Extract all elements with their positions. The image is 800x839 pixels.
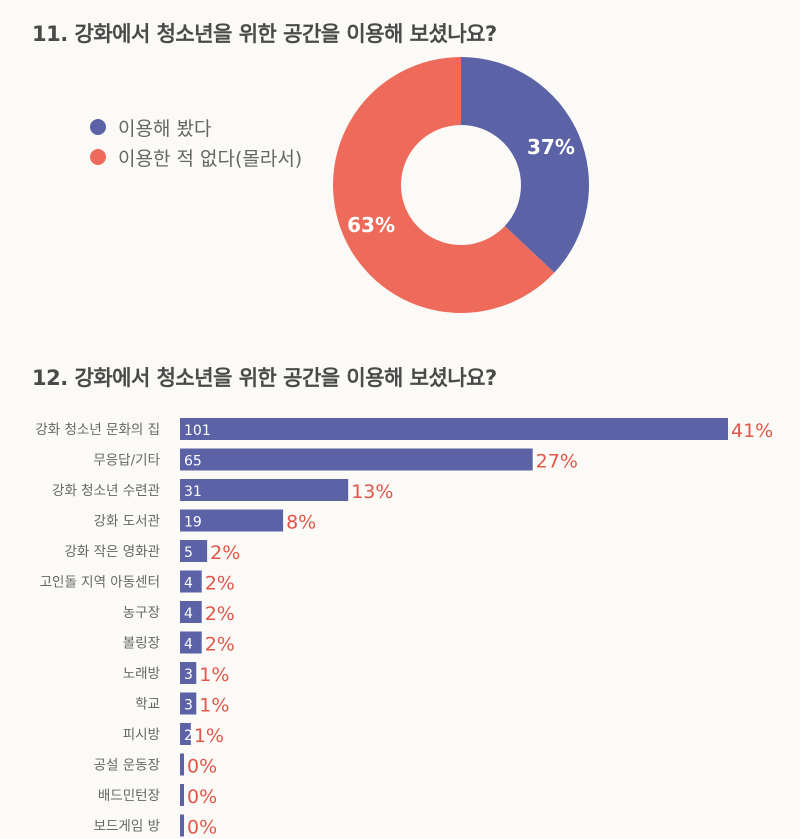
bar	[180, 784, 184, 806]
bar-value-label: 65	[184, 454, 202, 470]
pie-legend: 이용해 봤다 이용한 적 없다(몰라서)	[90, 112, 302, 172]
category-label: 피시방	[123, 727, 160, 743]
pie-slice	[461, 57, 589, 273]
bar-percent-label: 0%	[187, 756, 217, 778]
category-label: 강화 청소년 문화의 집	[35, 422, 160, 438]
bar-percent-label: 1%	[199, 695, 229, 717]
category-label: 보드게임 방	[94, 819, 160, 835]
category-label: 농구장	[123, 605, 160, 621]
bar	[180, 509, 284, 532]
bar	[180, 723, 191, 745]
bar-percent-label: 1%	[199, 664, 229, 686]
bar-percent-label: 0%	[187, 786, 217, 808]
bar-percent-label: 2%	[210, 542, 240, 564]
question-12-title: 12. 강화에서 청소년을 위한 공간을 이용해 보셨나요?	[32, 366, 497, 390]
bar	[180, 540, 208, 562]
bar-percent-label: 1%	[194, 725, 224, 747]
category-label: 고인돌 지역 아동센터	[40, 575, 160, 591]
bar-percent-label: 41%	[731, 420, 773, 442]
bar	[180, 662, 197, 684]
pie-slice-label: 63%	[347, 213, 395, 237]
bar	[180, 418, 728, 440]
legend-item-used: 이용해 봤다	[90, 112, 302, 142]
category-label: 공설 운동장	[94, 758, 160, 774]
bar-percent-label: 27%	[536, 451, 578, 473]
bar-value-label: 5	[184, 545, 193, 561]
category-label: 배드민턴장	[98, 788, 160, 804]
pie-slice-label: 37%	[527, 135, 575, 159]
bar	[180, 814, 184, 837]
legend-dot-red-icon	[90, 149, 106, 165]
category-label: 노래방	[123, 666, 160, 682]
category-label: 강화 작은 영화관	[64, 544, 160, 560]
bar-value-label: 3	[184, 698, 193, 714]
bar-value-label: 19	[184, 515, 202, 531]
legend-dot-blue-icon	[90, 119, 106, 135]
bar-value-label: 4	[184, 606, 193, 622]
legend-label: 이용한 적 없다(몰라서)	[118, 147, 303, 170]
bar-value-label: 3	[184, 667, 193, 683]
category-label: 학교	[135, 697, 160, 713]
bar-value-label: 31	[184, 484, 202, 500]
bar-percent-label: 13%	[351, 481, 393, 503]
bar	[180, 601, 202, 623]
category-label: 무응답/기타	[93, 453, 160, 469]
bar-value-label: 2	[184, 728, 193, 744]
bar	[180, 448, 533, 471]
pie-slice	[333, 57, 555, 313]
bar-percent-label: 2%	[205, 603, 235, 625]
bar-value-label: 4	[184, 637, 193, 653]
question-11-title: 11. 강화에서 청소년을 위한 공간을 이용해 보셨나요?	[32, 22, 497, 46]
category-label: 강화 청소년 수련관	[52, 483, 160, 499]
bar	[180, 753, 184, 776]
bar-percent-label: 0%	[187, 817, 217, 839]
bar-percent-label: 2%	[205, 634, 235, 656]
bar-percent-label: 2%	[205, 573, 235, 595]
category-label: 강화 도서관	[94, 514, 160, 530]
legend-item-not-used: 이용한 적 없다(몰라서)	[90, 142, 302, 172]
bar-value-label: 101	[184, 423, 211, 439]
bar	[180, 479, 349, 501]
bar	[180, 631, 202, 654]
bar	[180, 570, 202, 593]
category-label: 볼링장	[123, 636, 160, 652]
bar	[180, 692, 197, 715]
bar-percent-label: 8%	[286, 512, 316, 534]
legend-label: 이용해 봤다	[118, 117, 212, 140]
bar-value-label: 4	[184, 576, 193, 592]
